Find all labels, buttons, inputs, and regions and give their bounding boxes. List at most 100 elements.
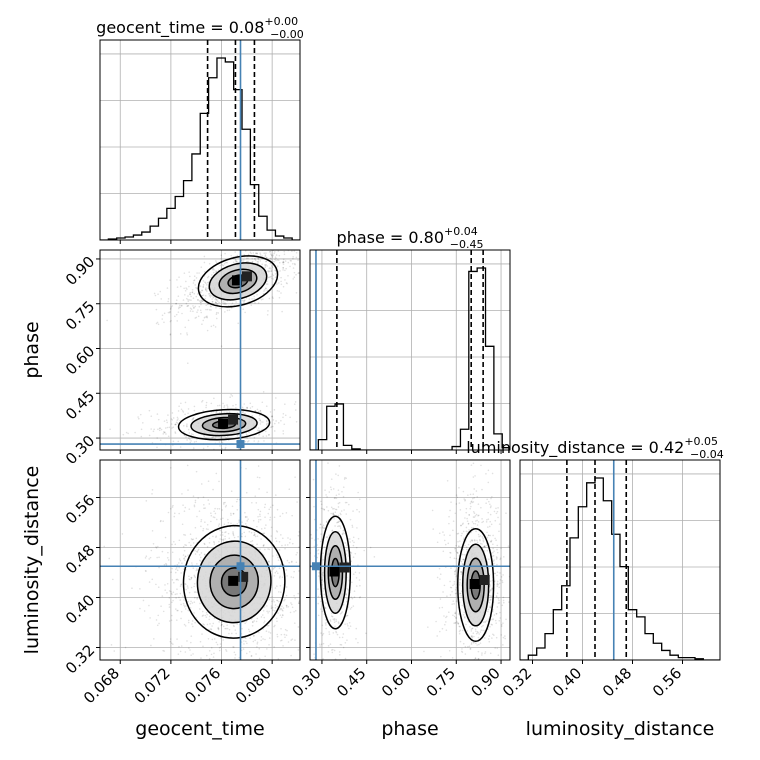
density-peak: [231, 275, 242, 286]
sample-point: [241, 627, 243, 630]
sample-point: [284, 243, 286, 245]
sample-point: [106, 319, 108, 322]
sample-point: [295, 291, 298, 294]
sample-point: [236, 522, 239, 525]
sample-point: [469, 507, 472, 510]
sample-point: [496, 574, 498, 577]
sample-point: [205, 288, 207, 291]
sample-point: [191, 623, 193, 625]
sample-point: [497, 654, 500, 657]
x-tick-label-phase: 0.75: [423, 664, 459, 700]
sample-point: [262, 609, 265, 612]
title-upper-error: +0.05: [684, 435, 718, 448]
sample-point: [284, 414, 287, 417]
sample-point: [144, 569, 147, 572]
sample-point: [168, 620, 171, 622]
sample-point: [209, 305, 212, 307]
sample-point: [431, 509, 434, 512]
sample-point: [461, 651, 464, 653]
sample-point: [338, 636, 341, 639]
sample-point: [476, 626, 479, 628]
sample-point: [331, 615, 334, 618]
sample-point: [186, 439, 188, 441]
sample-point: [211, 436, 213, 439]
sample-point: [196, 272, 198, 274]
sample-point: [262, 532, 265, 535]
sample-point: [492, 618, 494, 621]
sample-point: [469, 502, 472, 505]
sample-point: [185, 436, 187, 438]
sample-point: [236, 411, 239, 414]
sample-point: [195, 440, 198, 443]
sample-point: [202, 527, 205, 530]
sample-point: [462, 558, 465, 561]
sample-point: [482, 540, 485, 543]
sample-point: [168, 590, 171, 592]
sample-point: [268, 561, 270, 563]
sample-point: [192, 433, 194, 436]
sample-point: [476, 541, 479, 544]
sample-point: [453, 583, 456, 585]
sample-point: [281, 512, 284, 515]
sample-point: [350, 596, 353, 599]
sample-point: [280, 283, 283, 286]
sample-point: [284, 403, 286, 406]
sample-point: [257, 410, 260, 413]
sample-point: [230, 632, 233, 635]
sample-point: [174, 571, 177, 574]
sample-point: [302, 603, 304, 605]
sample-point: [253, 534, 256, 536]
sample-point: [260, 528, 263, 530]
sample-point: [276, 289, 279, 292]
sample-point: [191, 291, 194, 294]
sample-point: [320, 600, 322, 603]
sample-point: [454, 612, 457, 615]
sample-point: [480, 625, 483, 628]
sample-point: [230, 522, 232, 525]
sample-point: [291, 542, 294, 545]
sample-point: [269, 257, 272, 260]
sample-point: [489, 606, 491, 609]
sample-point: [226, 261, 228, 264]
sample-point: [207, 293, 210, 295]
sample-point: [230, 512, 232, 515]
sample-point: [345, 594, 348, 596]
sample-point: [502, 644, 504, 646]
sample-point: [176, 588, 178, 590]
sample-point: [171, 601, 173, 604]
sample-point: [174, 593, 177, 596]
sample-point: [272, 504, 274, 507]
sample-point: [321, 578, 324, 580]
sample-point: [439, 598, 442, 600]
sample-point: [496, 647, 499, 650]
sample-point: [355, 627, 358, 630]
sample-point: [498, 586, 500, 589]
sample-point: [331, 529, 334, 532]
sample-point: [472, 476, 475, 478]
sample-point: [283, 242, 285, 244]
sample-point: [177, 609, 179, 612]
sample-point: [455, 616, 457, 619]
sample-point: [203, 435, 206, 438]
sample-point: [196, 563, 198, 565]
sample-point: [312, 478, 315, 481]
sample-point: [471, 635, 473, 638]
sample-point: [338, 525, 340, 527]
sample-point: [170, 642, 173, 644]
sample-point: [485, 620, 488, 622]
sample-point: [263, 620, 266, 622]
sample-point: [195, 569, 198, 572]
sample-point: [296, 501, 298, 503]
sample-point: [252, 453, 254, 455]
sample-point: [242, 410, 245, 413]
sample-point: [358, 511, 361, 513]
sample-point: [455, 544, 457, 547]
sample-point: [170, 307, 172, 310]
sample-point: [177, 311, 180, 313]
sample-point: [173, 581, 175, 584]
panel-luminosity_distance-vs-geocent_time: [96, 459, 304, 664]
sample-point: [270, 270, 273, 272]
sample-point: [177, 295, 180, 298]
sample-point: [344, 657, 347, 660]
sample-point: [212, 622, 215, 625]
